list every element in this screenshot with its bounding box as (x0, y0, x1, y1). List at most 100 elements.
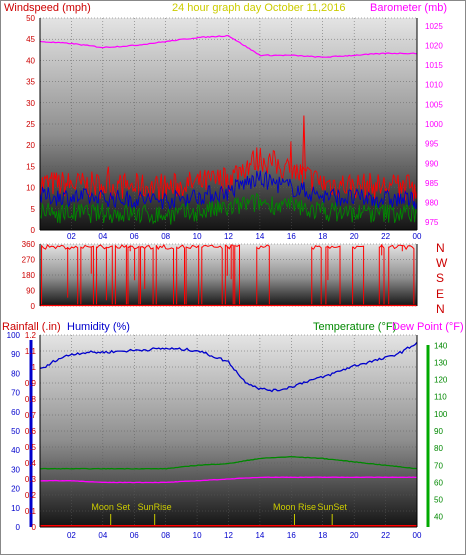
windspeed-tick-label: 10 (26, 184, 35, 193)
humidity-temp-grid (40, 334, 418, 528)
wind-direction-segment (139, 245, 154, 305)
hour-tick-label: 02 (67, 531, 76, 540)
event-label: Moon Rise (273, 502, 316, 512)
humidity-tick-label: 90 (11, 350, 20, 359)
windspeed-axis-title: Windspeed (mph) (4, 2, 91, 14)
dewpoint-line (39, 476, 418, 484)
hour-tick-label: 18 (318, 531, 327, 540)
rainfall-tick-label: 0.4 (25, 459, 37, 468)
windspeed-tick-label: 15 (26, 162, 35, 171)
rainfall-tick-label: 0.2 (25, 491, 37, 500)
wind-direction-segment (388, 244, 415, 305)
hour-tick-label: 12 (224, 531, 233, 540)
humidity-axis-title: Humidity (%) (67, 321, 130, 333)
windspeed-tick-label: 25 (26, 120, 35, 129)
hour-tick-label: 22 (381, 531, 390, 540)
compass-label-s: S (436, 271, 444, 285)
barometer-tick-label: 990 (425, 159, 439, 168)
hour-tick-label: 06 (130, 531, 139, 540)
wind-direction-segment (201, 244, 223, 305)
wind-direction-segment (325, 245, 341, 305)
hour-tick-label: 10 (193, 232, 202, 241)
barometer-tick-label: 1005 (425, 100, 443, 109)
windspeed-tick-label: 40 (26, 56, 35, 65)
windspeed-tick-label: 5 (31, 205, 36, 214)
humidity-tick-label: 30 (11, 465, 20, 474)
hour-tick-label: 14 (255, 232, 264, 241)
direction-tick-label: 270 (22, 256, 36, 265)
wind-baro-series (39, 34, 418, 225)
barometer-tick-label: 1025 (425, 22, 443, 31)
windspeed-tick-label: 20 (26, 141, 35, 150)
wind-direction-segment (114, 244, 127, 305)
hour-tick-label: 02 (67, 232, 76, 241)
temperature-tick-label: 40 (434, 513, 443, 522)
barometer-tick-label: 1020 (425, 41, 443, 50)
humidity-temp-series (39, 341, 418, 527)
compass-labels: N W S E N (436, 241, 448, 316)
wind-direction-segment (95, 244, 113, 305)
humidity-tick-label: 50 (11, 427, 20, 436)
hour-tick-label: 06 (130, 232, 139, 241)
barometer-axis-title: Barometer (mb) (370, 2, 447, 14)
rainfall-tick-label: 0.6 (25, 427, 37, 436)
wind-direction-segment (176, 244, 186, 305)
dewpoint-axis-title: Dew Point (°F) (392, 321, 464, 333)
temperature-tick-label: 140 (434, 341, 448, 350)
windspeed-tick-label: 0 (31, 226, 36, 235)
temperature-tick-label: 120 (434, 376, 448, 385)
hour-tick-label: 16 (287, 531, 296, 540)
hour-ticks-top: 02 04 06 08 10 12 14 16 18 20 22 00 (67, 232, 422, 241)
humidity-tick-label: 10 (11, 504, 20, 513)
hour-ticks-bottom: 02 04 06 08 10 12 14 16 18 20 22 00 (67, 531, 422, 540)
wind-direction-segment (352, 245, 365, 305)
rainfall-tick-label: 0.3 (25, 475, 37, 484)
wind-direction-segment (41, 244, 79, 305)
event-label: SunRise (138, 502, 172, 512)
compass-label-e: E (436, 287, 444, 301)
rainfall-tick-label: 0.8 (25, 395, 37, 404)
hour-tick-label: 08 (161, 531, 170, 540)
temperature-tick-label: 70 (434, 461, 443, 470)
hour-tick-label: 18 (318, 232, 327, 241)
wind-direction-segment (155, 243, 175, 305)
rainfall-tick-label: 0 (32, 523, 37, 532)
humidity-tick-label: 100 (7, 331, 21, 340)
chart-title: 24 hour graph day October 11,2016 (172, 2, 345, 14)
windspeed-tick-label: 50 (26, 14, 35, 23)
rainfall-tick-label: 1.2 (25, 331, 37, 340)
wind-direction-segment (127, 245, 140, 305)
temperature-tick-label: 110 (434, 393, 447, 402)
wind-direction-segment (185, 244, 200, 305)
compass-label-n-top: N (436, 241, 445, 255)
windspeed-tick-label: 35 (26, 78, 35, 87)
wind-low-line (39, 192, 418, 225)
humidity-line (39, 341, 418, 393)
barometer-tick-label: 1010 (425, 81, 443, 90)
astronomy-events: Moon Set SunRise Moon Rise SunSet (91, 502, 347, 527)
direction-tick-label: 360 (22, 240, 36, 249)
temperature-tick-label: 80 (434, 444, 443, 453)
temperature-tick-label: 60 (434, 478, 443, 487)
event-label: SunSet (317, 502, 347, 512)
temperature-tick-label: 50 (434, 496, 443, 505)
rainfall-tick-label: 0.7 (25, 411, 37, 420)
wind-average-line (39, 170, 418, 210)
compass-label-n-bottom: N (436, 302, 445, 316)
temperature-ticks: 40 50 60 70 80 90 100 110 120 130 140 (434, 341, 448, 521)
wind-direction-segment (234, 244, 241, 305)
windspeed-tick-label: 30 (26, 99, 35, 108)
temperature-tick-label: 130 (434, 358, 448, 367)
barometer-line (39, 34, 417, 58)
wind-direction-segment (80, 244, 94, 305)
barometer-tick-label: 1000 (425, 120, 443, 129)
hour-tick-label: 08 (161, 232, 170, 241)
barometer-ticks: 975 980 985 990 995 1000 1005 1010 1015 1020 1025 (425, 22, 443, 227)
direction-tick-label: 180 (22, 271, 36, 280)
hour-tick-label: 04 (98, 531, 107, 540)
rainfall-tick-label: 0.5 (25, 443, 37, 452)
wind-direction-segment (256, 244, 270, 305)
barometer-tick-label: 980 (425, 199, 439, 208)
rainfall-axis-title: Rainfall (.in) (2, 321, 61, 333)
